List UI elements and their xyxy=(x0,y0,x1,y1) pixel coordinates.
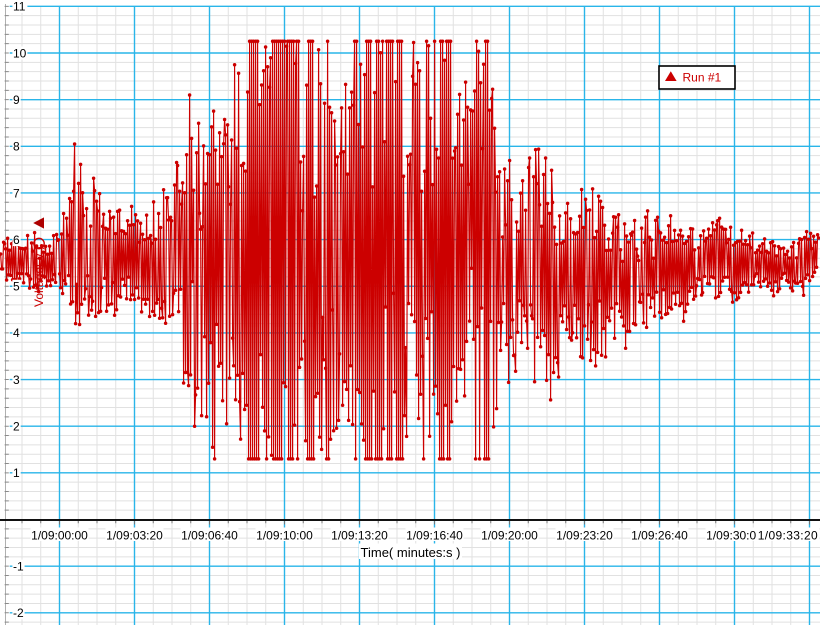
svg-text:2: 2 xyxy=(13,420,20,434)
svg-text:8: 8 xyxy=(13,140,20,154)
svg-text:1/09:30:00: 1/09:30:00 xyxy=(706,529,763,543)
svg-text:1/09:00:00: 1/09:00:00 xyxy=(31,529,88,543)
svg-text:1/09:13:20: 1/09:13:20 xyxy=(331,529,388,543)
svg-text:5: 5 xyxy=(13,280,20,294)
svg-text:Run #1: Run #1 xyxy=(683,71,722,85)
svg-text:1: 1 xyxy=(13,466,20,480)
svg-text:-2: -2 xyxy=(13,606,24,620)
svg-text:1/09:20:00: 1/09:20:00 xyxy=(481,529,538,543)
svg-text:1/09:26:40: 1/09:26:40 xyxy=(631,529,688,543)
svg-text:1/09:06:40: 1/09:06:40 xyxy=(181,529,238,543)
svg-text:4: 4 xyxy=(13,326,20,340)
svg-text:1/09:10:00: 1/09:10:00 xyxy=(256,529,313,543)
svg-text:3: 3 xyxy=(13,373,20,387)
svg-text:1/09:03:20: 1/09:03:20 xyxy=(106,529,163,543)
svg-text:9: 9 xyxy=(13,93,20,107)
svg-text:10: 10 xyxy=(13,46,27,60)
svg-text:1/09:23:20: 1/09:23:20 xyxy=(556,529,613,543)
svg-text:-1: -1 xyxy=(13,559,24,573)
svg-text:1/09:16:40: 1/09:16:40 xyxy=(406,529,463,543)
svg-text:Time( minutes:s ): Time( minutes:s ) xyxy=(361,545,461,560)
svg-text:1/09:33:20: 1/09:33:20 xyxy=(758,529,818,543)
svg-text:6: 6 xyxy=(13,233,20,247)
svg-text:7: 7 xyxy=(13,186,20,200)
svg-text:11: 11 xyxy=(13,0,26,14)
